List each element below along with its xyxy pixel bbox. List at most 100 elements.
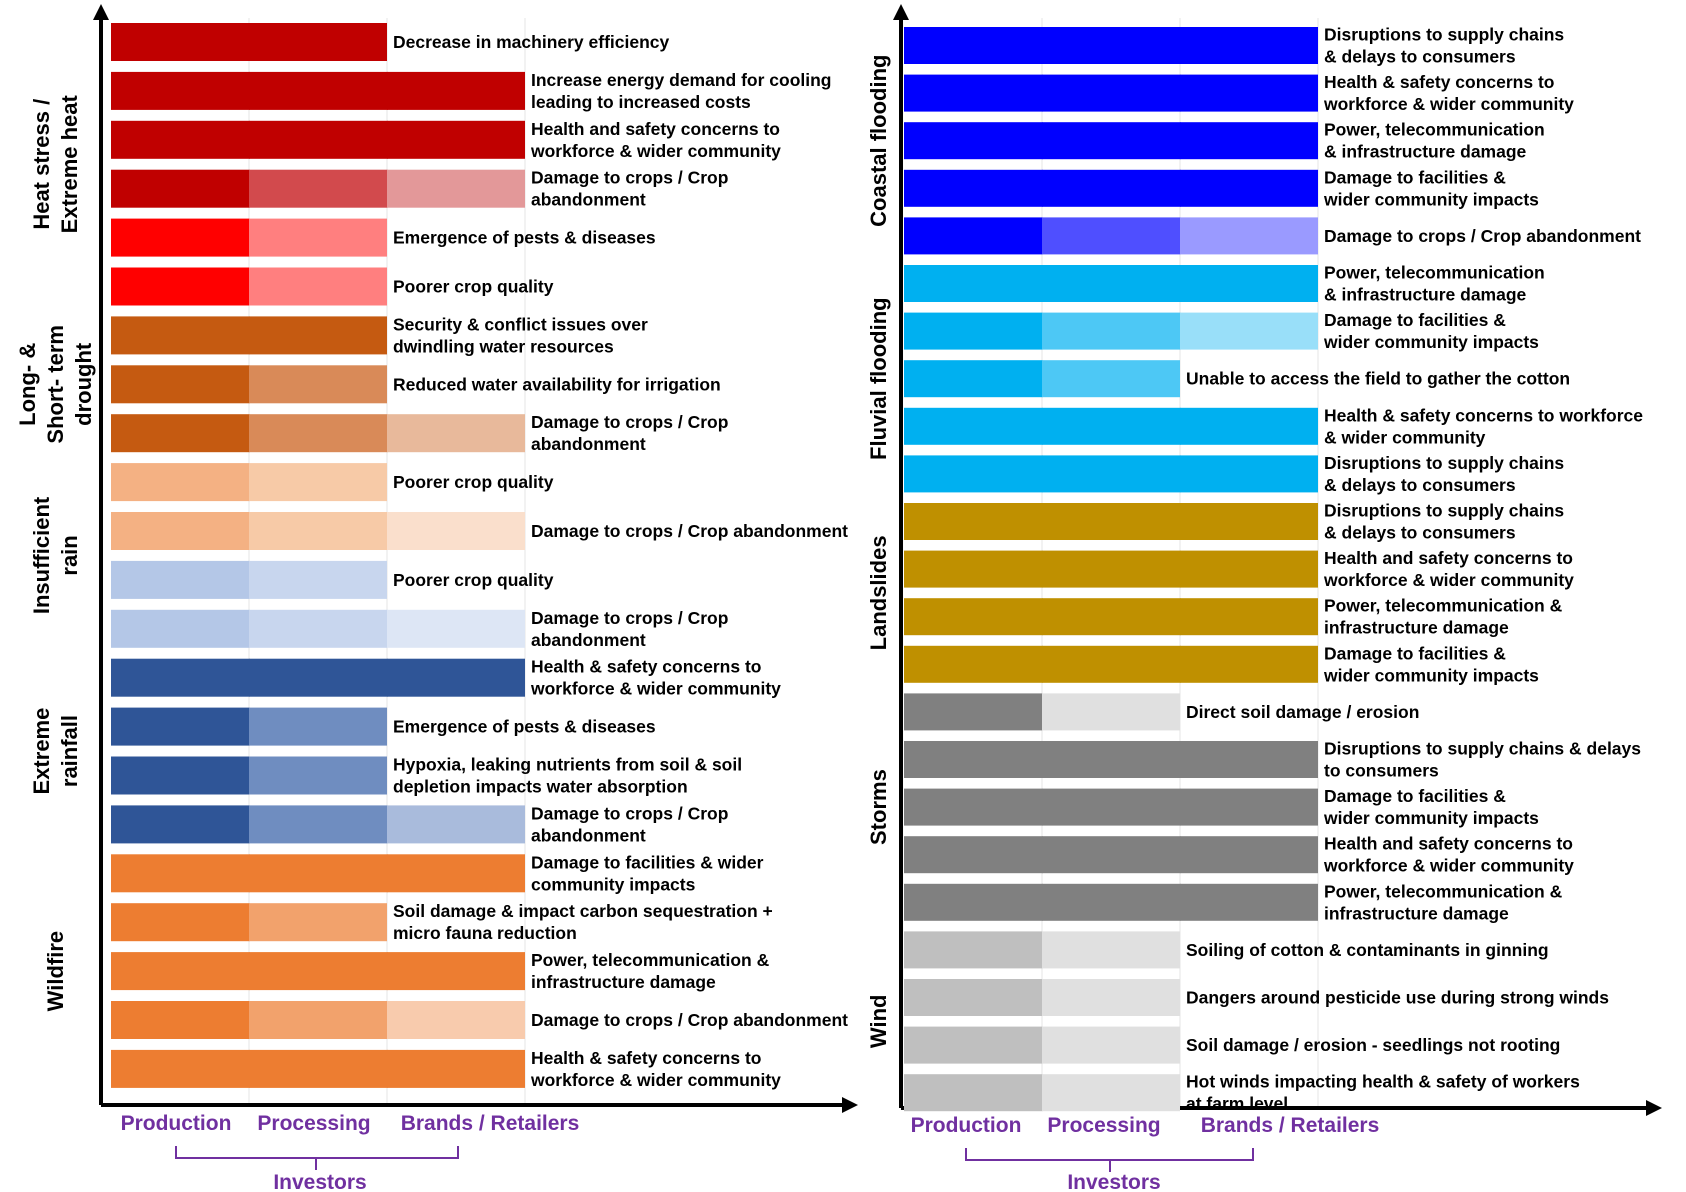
impact-label-line: wider community impacts <box>1323 665 1539 685</box>
right-panel-x-axis-arrowhead <box>1646 1100 1662 1116</box>
impact-bar-landslides: Power, telecommunication & infrastructure… <box>904 596 1563 638</box>
impact-bar-storms: Direct soil damage / erosion <box>904 693 1419 731</box>
impact-bar-segment <box>387 952 525 991</box>
left-panel-investors-label: Investors <box>273 1171 366 1192</box>
impact-bar-segment <box>904 217 1043 255</box>
impact-bar-segment <box>111 658 250 697</box>
category-label-wind: Wind <box>866 995 891 1049</box>
left-panel-y-axis-arrowhead <box>93 4 109 20</box>
impact-label-line: Soil damage & impact carbon sequestratio… <box>393 901 773 921</box>
impact-bar-segment <box>904 503 1043 540</box>
impact-label-line: dwindling water resources <box>393 336 614 356</box>
impact-bar-extreme-rainfall: Health & safety concerns to workforce & w… <box>111 657 781 699</box>
impact-bar-segment <box>904 693 1043 731</box>
impact-label-line: Unable to access the field to gather the… <box>1186 369 1570 389</box>
impact-label: Disruptions to supply chains & delays to … <box>1324 453 1564 495</box>
impact-bar-segment <box>1180 550 1318 588</box>
impact-label: Power, telecommunication & infrastructure… <box>531 950 770 992</box>
impact-label-line: Health and safety concerns to <box>531 119 780 139</box>
impact-label-line: Damage to crops / Crop <box>531 412 728 432</box>
impact-bar-segment <box>111 609 250 648</box>
impact-bar-segment <box>904 598 1043 636</box>
impact-bar-segment <box>1042 455 1181 493</box>
impact-bar-segment <box>111 169 250 208</box>
impact-bar-segment <box>904 883 1043 921</box>
impact-bar-wind: Soil damage / erosion - seedlings not ro… <box>904 1026 1560 1064</box>
impact-label: Damage to crops / Crop abandonment <box>531 803 728 845</box>
impact-label: Poorer crop quality <box>393 277 554 297</box>
impact-bar-segment <box>387 609 525 648</box>
impact-label-line: Damage to facilities & wider <box>531 852 764 872</box>
impact-bar-heat-stress-extreme-heat: Increase energy demand for cooling leadin… <box>111 70 832 112</box>
impact-label-line: abandonment <box>531 190 646 210</box>
impact-bar-segment <box>1042 979 1180 1016</box>
impact-bar-segment <box>111 120 250 159</box>
impact-label: Power, telecommunication & infrastructure… <box>1324 596 1563 638</box>
right-panel-stage-label-processing: Processing <box>1047 1114 1160 1137</box>
category-label-line: Landslides <box>866 535 891 650</box>
category-label-long-short-term-drought: Long- & Short- term drought <box>15 325 96 444</box>
impact-label-line: Damage to crops / Crop <box>531 168 728 188</box>
impact-label-line: Health & safety concerns to workforce <box>1324 405 1643 425</box>
impact-label: Poorer crop quality <box>393 472 554 492</box>
category-label-extreme-rainfall: Extreme rainfall <box>29 708 82 795</box>
impact-label-line: Hot winds impacting health & safety of w… <box>1186 1072 1580 1092</box>
impact-bar-segment <box>1180 169 1318 207</box>
impact-bar-segment <box>904 74 1043 112</box>
impact-bar-segment <box>904 550 1043 588</box>
impact-label-line: Disruptions to supply chains <box>1324 25 1564 45</box>
impact-bar-segment <box>249 1049 388 1088</box>
impact-label: Health & safety concerns to workforce & w… <box>530 1048 781 1090</box>
impact-label-line: & delays to consumers <box>1324 47 1516 67</box>
impact-label: Hot winds impacting health & safety of w… <box>1186 1072 1580 1114</box>
impact-bar-segment <box>111 414 250 453</box>
impact-bar-segment <box>904 122 1043 160</box>
impact-label: Damage to crops / Crop abandonment <box>531 168 728 210</box>
impact-bar-segment <box>1042 27 1181 64</box>
impact-bar-segment <box>387 414 525 453</box>
impact-bar-fluvial-flooding: Power, telecommunication & infrastructure… <box>904 263 1545 305</box>
impact-label-line: Health and safety concerns to <box>1324 834 1573 854</box>
impact-bar-segment <box>904 265 1043 302</box>
impact-bar-insufficient-rain: Damage to crops / Crop abandonment <box>111 608 728 650</box>
impact-bar-storms: Disruptions to supply chains & delays to … <box>904 739 1641 781</box>
impact-bar-segment <box>249 805 388 844</box>
impact-bar-segment <box>249 854 388 893</box>
impact-label-line: Disruptions to supply chains <box>1324 501 1564 521</box>
impact-bar-segment <box>1042 836 1181 874</box>
impact-bar-segment <box>387 71 525 110</box>
category-label-line: Extreme <box>29 708 54 795</box>
impact-bar-segment <box>1042 598 1181 636</box>
impact-label: Increase energy demand for cooling leadin… <box>531 70 832 112</box>
impact-label-line: micro fauna reduction <box>393 923 577 943</box>
impact-bar-segment <box>904 788 1043 826</box>
impact-label: Health & safety concerns to workforce & w… <box>1323 72 1574 114</box>
left-panel-stage-label-brands: Brands / Retailers <box>401 1112 580 1135</box>
impact-label-line: Reduced water availability for irrigatio… <box>393 374 721 394</box>
category-label-line: Long- & <box>15 343 40 426</box>
impact-bar-wildfire: Damage to crops / Crop abandonment <box>111 1001 848 1039</box>
impact-bar-storms: Power, telecommunication & infrastructure… <box>904 881 1563 923</box>
impact-bar-storms: Damage to facilities & wider community im… <box>904 786 1539 828</box>
category-label-line: Storms <box>866 769 891 845</box>
impact-bar-segment <box>904 741 1043 778</box>
impact-bar-wildfire: Damage to facilities & wider community im… <box>111 852 764 894</box>
impact-label-line: Power, telecommunication & <box>531 950 770 970</box>
impact-label-line: community impacts <box>531 874 696 894</box>
impact-label: Soil damage / erosion - seedlings not ro… <box>1186 1035 1560 1055</box>
right-panel-stage-label-brands: Brands / Retailers <box>1201 1114 1380 1137</box>
impact-label-line: & wider community <box>1324 427 1486 447</box>
impact-bar-segment <box>249 316 387 355</box>
impact-bar-segment <box>111 218 250 257</box>
impact-bar-segment <box>1180 455 1318 493</box>
impact-label-line: Poorer crop quality <box>393 277 554 297</box>
impact-bar-segment <box>904 979 1043 1016</box>
impact-label-line: Power, telecommunication & <box>1324 881 1563 901</box>
impact-bar-segment <box>1042 550 1181 588</box>
impact-label-line: Health & safety concerns to <box>531 657 761 677</box>
impact-bar-segment <box>111 23 250 61</box>
impact-label-line: Emergence of pests & diseases <box>393 717 656 737</box>
impact-label: Power, telecommunication & infrastructure… <box>1324 881 1563 923</box>
